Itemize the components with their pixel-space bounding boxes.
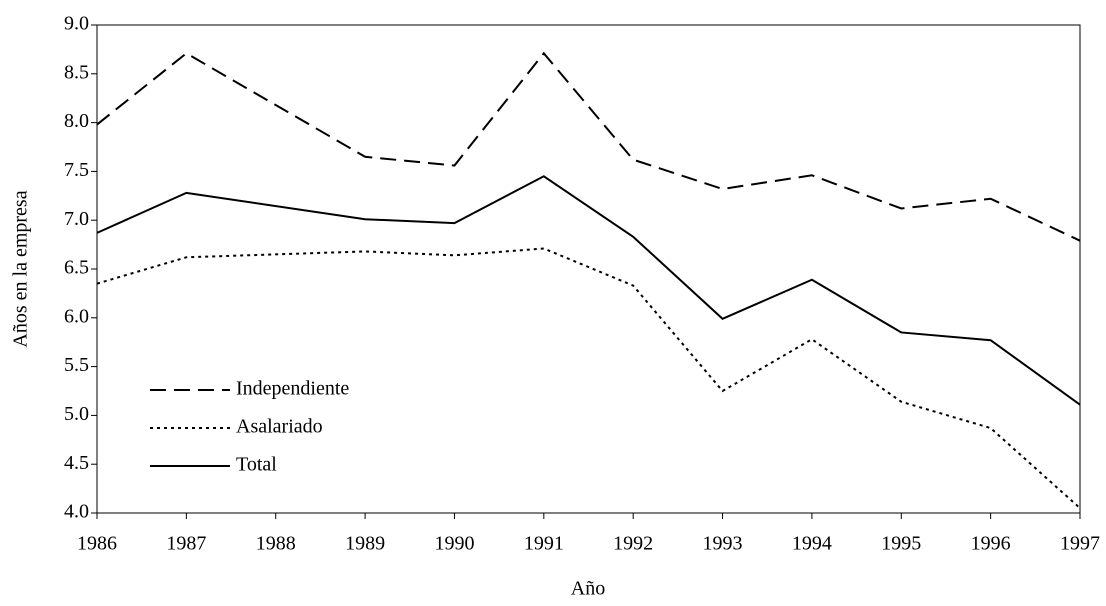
y-tick-label: 6.0 [64, 305, 89, 327]
series-line [96, 51, 1081, 242]
x-tick-label: 1991 [524, 533, 564, 555]
legend-label: Total [236, 454, 277, 476]
y-tick-label: 8.5 [64, 61, 89, 83]
x-tick-label: 1997 [1060, 533, 1100, 555]
x-tick-label: 1992 [613, 533, 653, 555]
x-tick-label: 1995 [881, 533, 921, 555]
x-tick-label: 1990 [434, 533, 474, 555]
x-tick-label: 1988 [256, 533, 296, 555]
y-tick-label: 9.0 [64, 13, 89, 35]
x-tick-label: 1994 [792, 533, 832, 555]
y-tick-label: 5.5 [64, 354, 89, 376]
y-tick-label: 7.0 [64, 208, 89, 230]
legend-label: Asalariado [236, 416, 323, 438]
x-tick-label: 1987 [166, 533, 206, 555]
series-line [96, 175, 1081, 406]
plot-frame [96, 24, 1081, 514]
x-tick-label: 1996 [971, 533, 1011, 555]
series-line [96, 247, 1081, 509]
legend-label: Independiente [236, 378, 349, 400]
x-axis-label: Año [571, 578, 605, 600]
y-tick-label: 5.0 [64, 403, 89, 425]
x-tick-label: 1989 [345, 533, 385, 555]
y-tick-label: 7.5 [64, 159, 89, 181]
y-tick-label: 4.5 [64, 452, 89, 474]
y-tick-label: 6.5 [64, 257, 89, 279]
y-axis-label: Años en la empresa [10, 190, 32, 347]
y-tick-label: 4.0 [64, 501, 89, 523]
y-tick-label: 8.0 [64, 110, 89, 132]
x-tick-label: 1986 [77, 533, 117, 555]
x-tick-label: 1993 [703, 533, 743, 555]
